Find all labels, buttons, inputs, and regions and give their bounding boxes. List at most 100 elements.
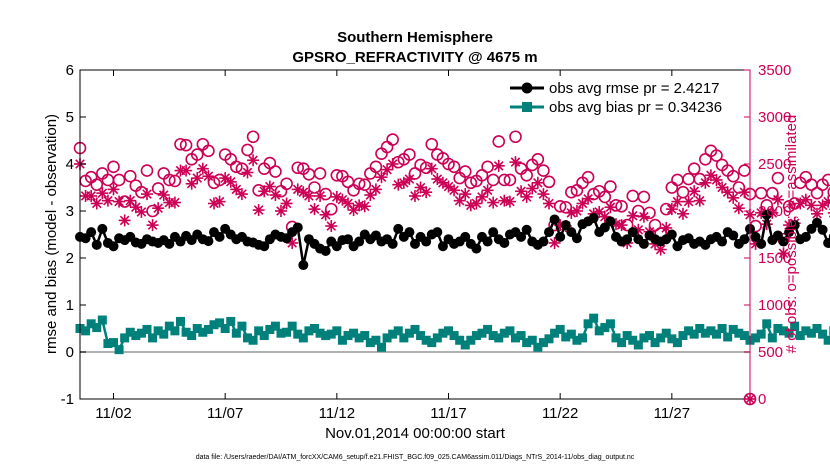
bias-point	[259, 331, 269, 341]
rmse-point	[784, 227, 795, 238]
nobs-assimilated-point	[459, 188, 472, 201]
nobs-assimilated-point	[375, 171, 388, 184]
bias-point	[561, 332, 571, 342]
nobs-assimilated-point	[314, 189, 327, 202]
bias-point	[717, 324, 727, 333]
nobs-possible-point	[151, 182, 165, 195]
nobs-assimilated-point	[141, 188, 153, 201]
bias-point	[790, 321, 800, 331]
y-tick-label: 6	[66, 62, 74, 79]
bias-point	[684, 326, 694, 336]
bias-point	[176, 316, 185, 326]
nobs-possible-point	[710, 149, 723, 162]
bias-point	[399, 333, 409, 343]
nobs-possible-point	[821, 173, 830, 187]
bias-point	[667, 334, 677, 344]
nobs-assimilated-point	[224, 175, 237, 188]
bias-point	[617, 338, 627, 348]
y-right-tick-label: 3500	[758, 62, 791, 79]
nobs-assimilated-point	[409, 189, 421, 202]
y-right-tick-label: 500	[758, 344, 783, 361]
data-file-footer: data file: /Users/raeder/DAI/ATM_forcXX/…	[196, 454, 635, 461]
nobs-assimilated-point	[252, 204, 265, 217]
bias-point	[672, 338, 682, 348]
bias-point	[639, 333, 649, 343]
nobs-assimilated-point	[168, 196, 181, 209]
axis-ticks: -1 0 1 2 3 4 5 6 0 500 1000 1500 2000 2500 3000 3500 11/…	[61, 62, 792, 422]
nobs-possible-point	[352, 177, 366, 191]
nobs-assimilated-point	[811, 207, 823, 220]
nobs-possible-point	[140, 164, 154, 177]
rmse-point	[488, 227, 499, 238]
bias-point	[678, 331, 688, 341]
rmse-point	[404, 227, 415, 238]
nobs-assimilated-point	[152, 202, 165, 215]
rmse-point	[812, 217, 822, 228]
bias-point	[622, 331, 632, 341]
bias-point	[354, 333, 364, 343]
nobs-possible-point	[112, 173, 126, 187]
bias-point	[304, 326, 314, 336]
bias-point	[231, 328, 241, 338]
nobs-possible-point	[738, 164, 751, 177]
nobs-assimilated-point	[96, 187, 109, 200]
nobs-possible-point	[537, 164, 550, 177]
rmse-point	[393, 223, 404, 234]
nobs-possible-point	[447, 160, 461, 174]
bias-point	[410, 324, 420, 334]
nobs-possible-point	[425, 137, 439, 151]
nobs-assimilated-point	[487, 196, 500, 209]
bias-point	[823, 335, 830, 345]
bias-point	[656, 333, 666, 343]
rmse-point	[728, 230, 739, 241]
rmse-point	[571, 233, 582, 244]
nobs-possible-point	[90, 178, 104, 191]
rmse-point	[761, 209, 772, 220]
rmse-point	[164, 238, 175, 249]
nobs-possible-point	[168, 174, 182, 188]
nobs-possible-point	[687, 162, 701, 175]
bias-point	[466, 335, 476, 345]
nobs-possible-point	[498, 173, 511, 187]
nobs-possible-point	[676, 185, 690, 199]
nobs-assimilated-point	[503, 195, 516, 208]
bias-point	[695, 324, 705, 333]
bias-point	[538, 338, 548, 348]
bias-point	[109, 338, 118, 348]
nobs-assimilated-point	[403, 173, 416, 186]
bias-point	[388, 329, 398, 339]
bias-point	[633, 340, 643, 350]
nobs-possible-point	[726, 169, 740, 183]
bias-point	[310, 324, 319, 333]
nobs-assimilated-point	[481, 184, 494, 197]
nobs-possible-point	[481, 160, 494, 174]
bias-point	[276, 328, 286, 338]
y-tick-label: 3	[66, 203, 74, 220]
nobs-assimilated-point	[688, 185, 701, 198]
bias-point	[337, 335, 347, 345]
nobs-possible-point	[827, 187, 830, 198]
nobs-assimilated-point	[693, 194, 706, 207]
nobs-assimilated-point	[325, 220, 338, 233]
bias-point	[170, 326, 180, 336]
legend-rmse-label: obs avg rmse pr = 2.4217	[549, 80, 720, 97]
bias-point	[209, 320, 219, 330]
bias-point	[455, 335, 465, 345]
rmse-point	[750, 231, 761, 242]
rmse-point	[460, 231, 471, 242]
nobs-assimilated-point	[671, 195, 684, 208]
y-tick-label: -1	[61, 391, 74, 408]
legend-box	[505, 76, 741, 118]
rmse-point	[320, 245, 331, 256]
nobs-assimilated-point	[777, 247, 790, 260]
nobs-assimilated-point	[386, 158, 399, 170]
rmse-point	[410, 238, 420, 249]
bias-point	[148, 333, 158, 343]
rmse-point	[298, 260, 309, 271]
nobs-assimilated-point	[727, 191, 740, 204]
bias-point	[739, 331, 749, 341]
nobs-assimilated-point	[699, 176, 712, 189]
nobs-assimilated-point	[180, 164, 193, 177]
chart-subtitle: GPSRO_REFRACTIVITY @ 4675 m	[292, 49, 537, 66]
nobs-assimilated-point	[531, 176, 544, 189]
